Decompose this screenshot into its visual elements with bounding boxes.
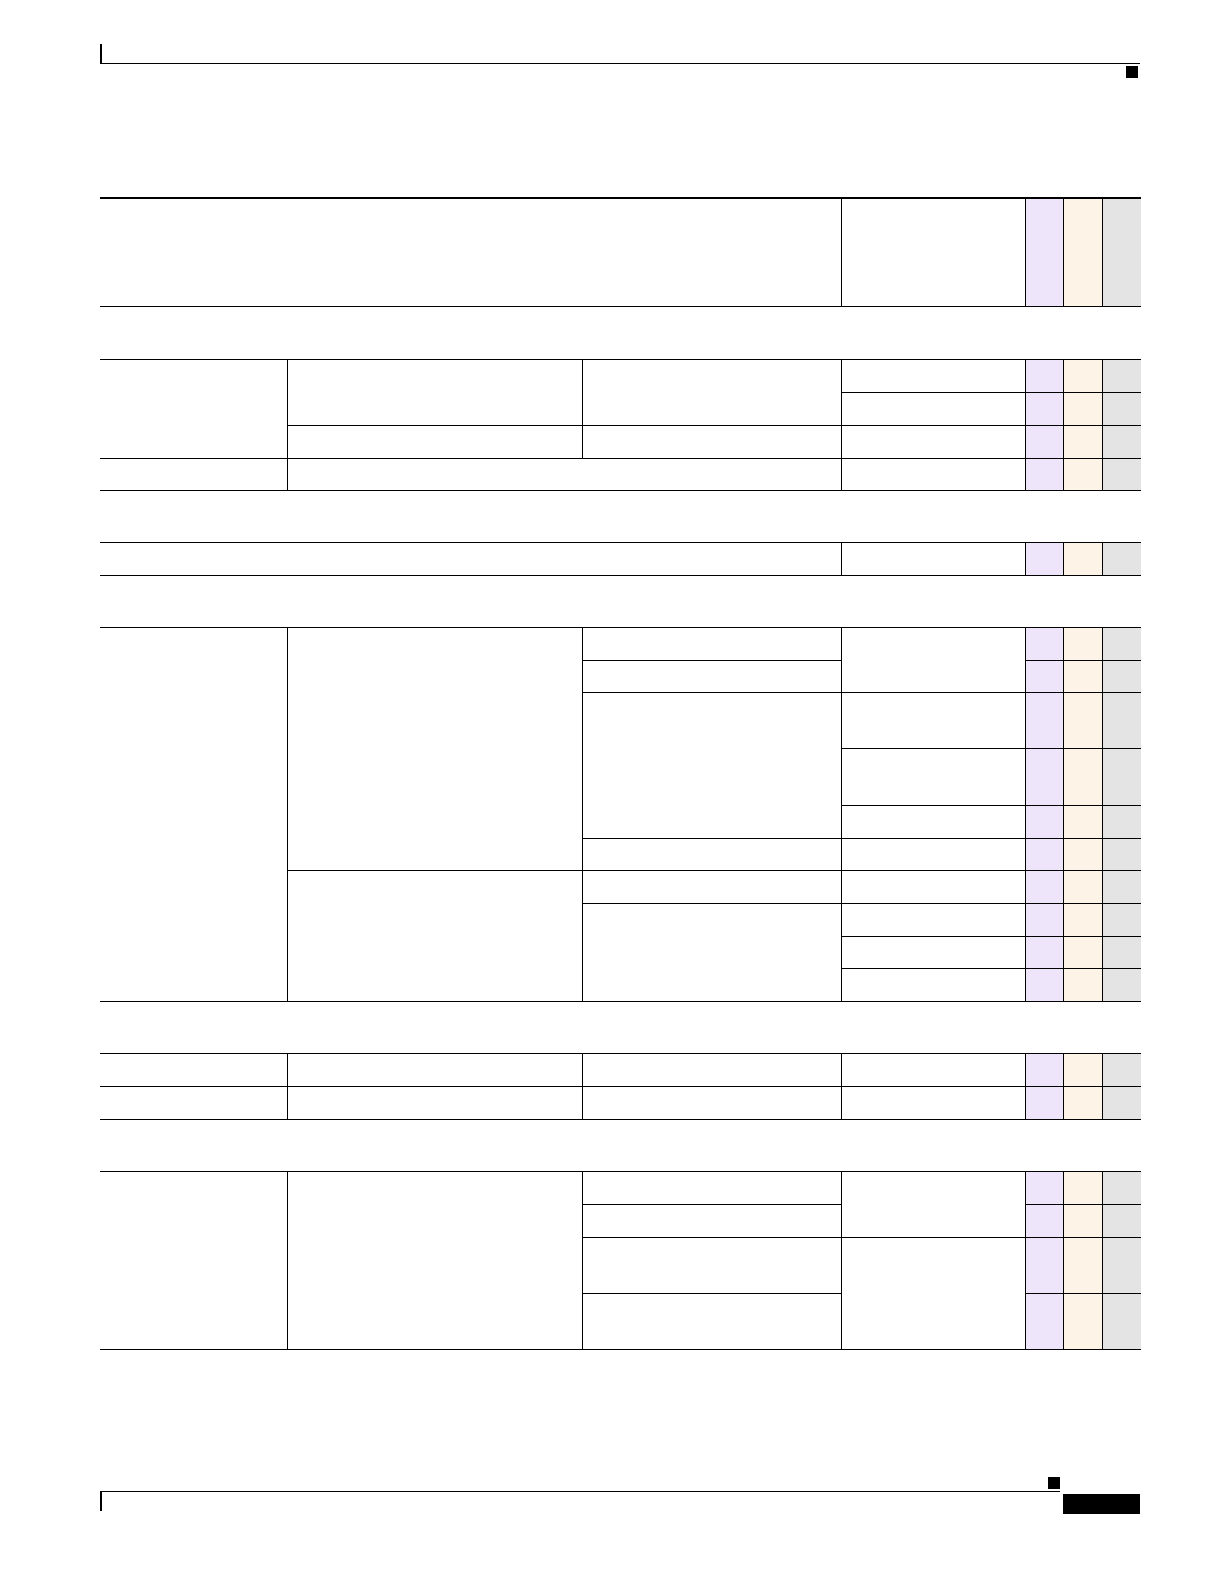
s3-shade-c [1103, 628, 1141, 1001]
footer-page-tab [1063, 1494, 1140, 1514]
s2-bottom-rule [100, 575, 1141, 576]
s1-h3 [100, 458, 1141, 459]
s3-v2 [582, 628, 583, 1001]
s4-bottom-rule [100, 1119, 1141, 1120]
s5-shade-a [1026, 1172, 1063, 1349]
s5-h3 [582, 1293, 842, 1294]
s5-h1b [1025, 1204, 1141, 1205]
s3-h1b [1025, 660, 1141, 661]
s3-h7 [582, 903, 1141, 904]
header-shade-b [1064, 198, 1102, 306]
s4-h1 [100, 1086, 1141, 1087]
s2-shade-c [1103, 543, 1141, 575]
s2-v4 [1102, 543, 1103, 575]
s3-h8 [842, 936, 1141, 937]
s3-v1 [287, 628, 288, 1001]
s3-h5 [582, 838, 1141, 839]
header-bottom-rule [100, 306, 1141, 307]
s5-v5 [1063, 1172, 1064, 1349]
s5-v2 [582, 1172, 583, 1349]
s3-shade-a [1026, 628, 1063, 1001]
s4-top-rule [100, 1053, 1141, 1054]
s5-v3 [841, 1172, 842, 1349]
header-col-divider-4 [1102, 198, 1103, 306]
s1-v2 [582, 360, 583, 458]
s3-v5 [1063, 628, 1064, 1001]
s5-v6 [1102, 1172, 1103, 1349]
header-rule [100, 63, 1140, 64]
s3-v3 [841, 628, 842, 1001]
s3-h6 [287, 870, 1141, 871]
footer-corner-mark [1048, 1477, 1060, 1489]
s5-shade-b [1064, 1172, 1102, 1349]
header-corner-mark [1126, 66, 1138, 78]
s2-shade-a [1026, 543, 1063, 575]
s3-v6 [1102, 628, 1103, 1001]
s5-shade-c [1103, 1172, 1141, 1349]
s1-top-rule [100, 359, 1141, 360]
s3-h3 [842, 748, 1141, 749]
s5-h3b [1025, 1293, 1141, 1294]
header-col-divider-2 [1025, 198, 1026, 306]
s5-bottom-rule [100, 1349, 1141, 1350]
header-shade-c [1103, 198, 1141, 306]
s5-v4 [1025, 1172, 1026, 1349]
s1-bottom-rule [100, 490, 1141, 491]
s3-h1 [582, 660, 842, 661]
s1-h2 [287, 425, 1141, 426]
s5-h1 [582, 1204, 842, 1205]
header-left-tick [100, 44, 102, 64]
s5-top-rule [100, 1171, 1141, 1172]
s5-h2 [582, 1237, 1141, 1238]
s5-v1 [287, 1172, 288, 1349]
header-col-divider-1 [841, 198, 842, 306]
s2-v3 [1063, 543, 1064, 575]
s1-h1 [842, 392, 1141, 393]
s2-v1 [841, 543, 842, 575]
s3-h2 [582, 692, 1141, 693]
s2-v2 [1025, 543, 1026, 575]
s3-h9 [842, 968, 1141, 969]
footer-rule [100, 1491, 1060, 1492]
s2-shade-b [1064, 543, 1102, 575]
s3-bottom-rule [100, 1001, 1141, 1002]
header-col-divider-3 [1063, 198, 1064, 306]
s2-top-rule [100, 542, 1141, 543]
footer-left-tick [100, 1491, 102, 1511]
header-shade-a [1026, 198, 1063, 306]
s3-h4 [842, 805, 1141, 806]
s3-top-rule [100, 627, 1141, 628]
s3-shade-b [1064, 628, 1102, 1001]
s3-v4 [1025, 628, 1026, 1001]
table-top-rule [100, 197, 1141, 199]
